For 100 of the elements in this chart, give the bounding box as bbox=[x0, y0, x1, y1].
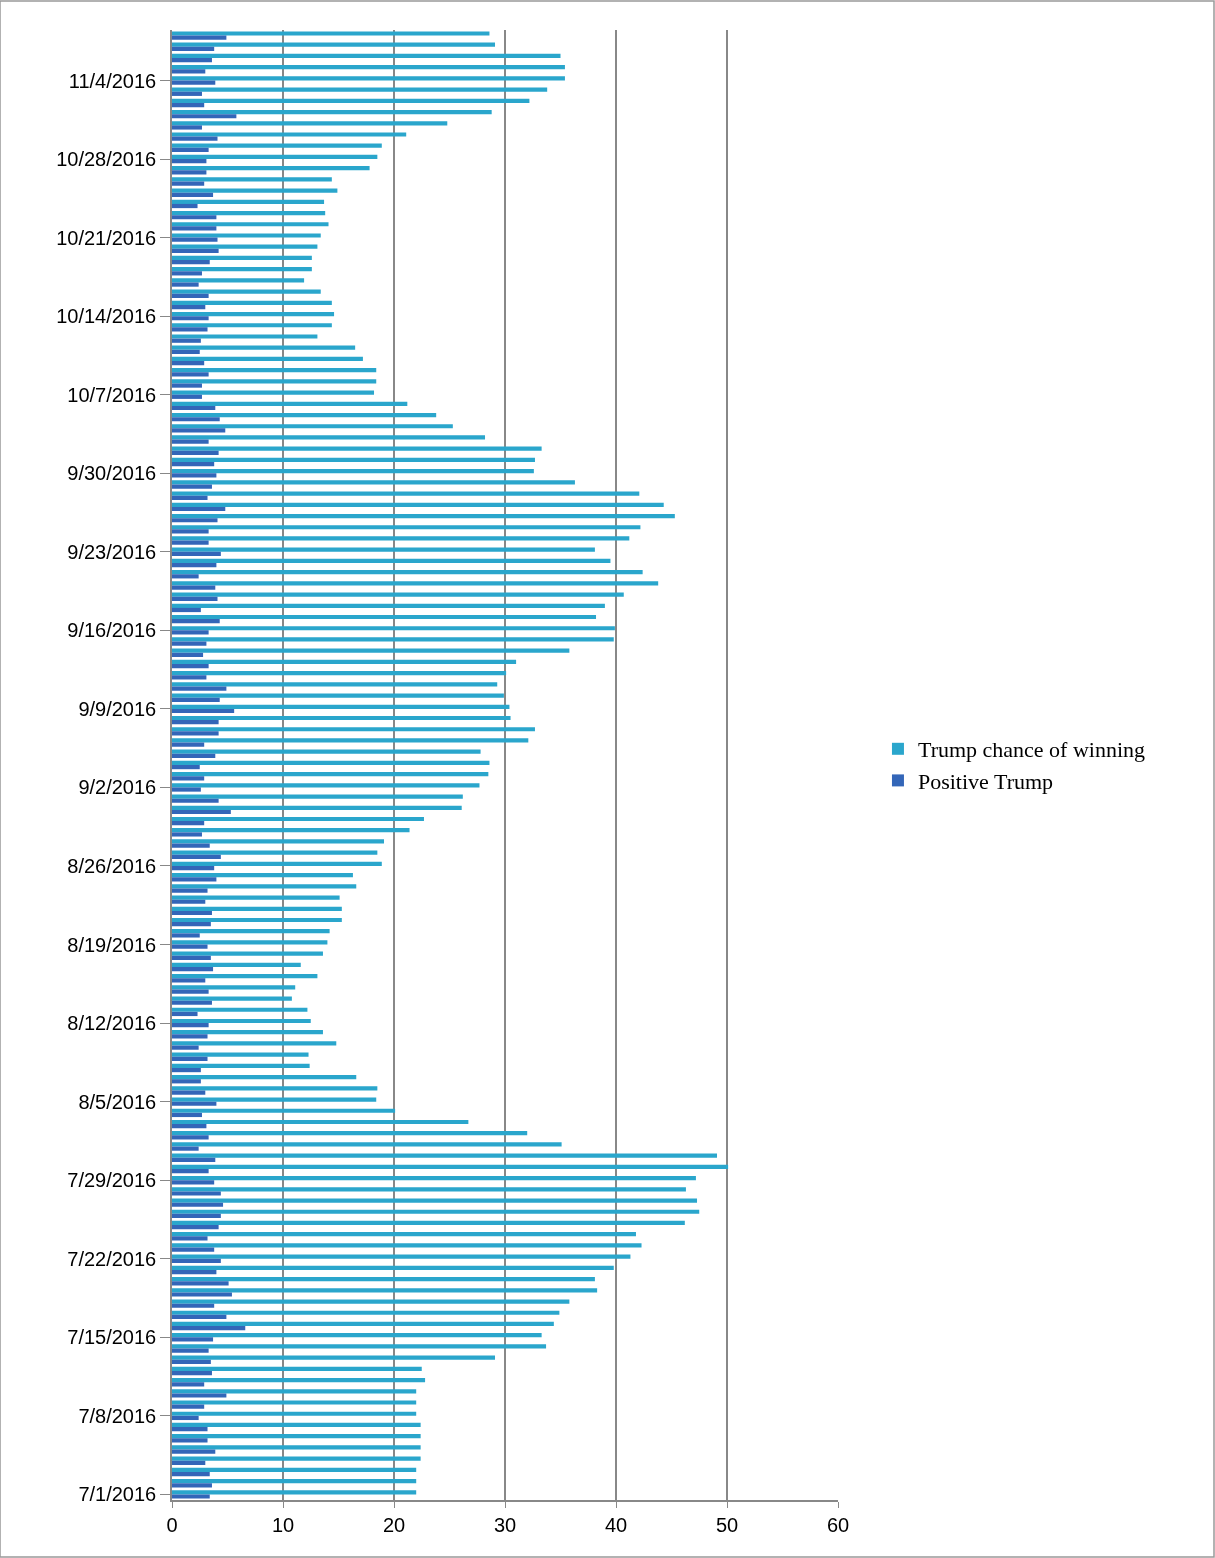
y-tick-label: 7/1/2016 bbox=[78, 1483, 157, 1506]
bar bbox=[172, 1337, 214, 1342]
bar bbox=[172, 910, 212, 916]
bar bbox=[172, 114, 237, 119]
bar bbox=[172, 693, 504, 698]
x-tick-label: 10 bbox=[271, 1513, 295, 1536]
bar bbox=[172, 121, 448, 126]
bar bbox=[172, 226, 217, 231]
bar bbox=[172, 715, 511, 721]
bar bbox=[172, 46, 215, 52]
bar bbox=[172, 1438, 208, 1443]
bar bbox=[172, 513, 675, 519]
bar bbox=[172, 401, 408, 406]
bar bbox=[172, 91, 202, 96]
bar bbox=[172, 159, 207, 164]
bar bbox=[172, 1292, 232, 1297]
bar bbox=[172, 749, 481, 754]
bar bbox=[172, 1079, 201, 1084]
bar bbox=[172, 1467, 417, 1472]
bar bbox=[172, 1355, 496, 1360]
bar bbox=[172, 136, 218, 141]
bar bbox=[172, 1220, 685, 1226]
y-tick-label: 10/14/2016 bbox=[56, 305, 157, 328]
bar bbox=[172, 974, 318, 979]
bar bbox=[172, 125, 202, 130]
bar bbox=[172, 603, 605, 608]
bar bbox=[172, 143, 382, 148]
x-tick-label: 0 bbox=[166, 1513, 178, 1536]
bar bbox=[172, 630, 209, 635]
y-tick-label: 7/8/2016 bbox=[78, 1404, 157, 1427]
bar bbox=[172, 540, 209, 545]
y-tick-label: 8/5/2016 bbox=[78, 1090, 157, 1113]
bar bbox=[172, 1258, 221, 1263]
bar bbox=[172, 821, 205, 826]
bar bbox=[172, 1404, 205, 1409]
bar bbox=[172, 753, 216, 758]
bar bbox=[172, 929, 330, 934]
bar bbox=[172, 132, 407, 137]
bar bbox=[172, 614, 597, 620]
bar bbox=[172, 1112, 202, 1118]
bar bbox=[172, 469, 534, 474]
bar bbox=[172, 1131, 528, 1136]
bar bbox=[172, 473, 217, 478]
bar bbox=[172, 760, 490, 765]
bar bbox=[172, 300, 332, 305]
bar bbox=[172, 585, 216, 590]
bar bbox=[172, 985, 296, 990]
bar bbox=[172, 686, 227, 691]
bar bbox=[172, 917, 342, 923]
bar bbox=[172, 592, 624, 597]
y-tick-label: 8/26/2016 bbox=[67, 854, 157, 877]
bar bbox=[172, 671, 507, 676]
bar bbox=[172, 1276, 595, 1282]
bar bbox=[172, 457, 535, 463]
bar bbox=[172, 536, 630, 541]
bar bbox=[172, 491, 640, 496]
bar bbox=[172, 809, 231, 815]
bar bbox=[172, 1288, 598, 1293]
bar bbox=[172, 170, 207, 175]
bar bbox=[172, 361, 205, 366]
bar bbox=[172, 906, 342, 911]
bar bbox=[172, 80, 216, 85]
bar bbox=[172, 742, 205, 747]
bar bbox=[172, 1411, 417, 1416]
bar bbox=[172, 1157, 216, 1162]
bar bbox=[172, 574, 199, 579]
bar bbox=[172, 525, 641, 530]
bar bbox=[172, 502, 664, 507]
bar bbox=[172, 1000, 212, 1005]
bar bbox=[172, 978, 206, 983]
y-tick-label: 9/23/2016 bbox=[67, 540, 157, 563]
bar bbox=[172, 1427, 208, 1432]
y-tick-label: 7/15/2016 bbox=[67, 1326, 157, 1349]
bar bbox=[172, 933, 200, 938]
bar bbox=[172, 641, 207, 646]
bar bbox=[172, 480, 575, 485]
bar bbox=[172, 1494, 210, 1499]
bar bbox=[172, 720, 219, 725]
bar bbox=[172, 282, 199, 287]
y-tick-label: 9/9/2016 bbox=[78, 697, 157, 720]
bar bbox=[172, 154, 378, 160]
bar bbox=[172, 1478, 417, 1484]
bar bbox=[172, 147, 209, 153]
bar bbox=[172, 215, 217, 220]
bar bbox=[172, 1449, 216, 1454]
bar bbox=[172, 506, 226, 512]
bar bbox=[172, 966, 214, 972]
bar bbox=[172, 1247, 215, 1252]
bar bbox=[172, 1265, 614, 1270]
bar bbox=[172, 98, 530, 103]
bar bbox=[172, 708, 235, 714]
bar bbox=[172, 199, 325, 204]
bar bbox=[172, 697, 220, 702]
bar bbox=[172, 877, 217, 882]
y-tick-label: 9/2/2016 bbox=[78, 776, 157, 799]
bar bbox=[172, 248, 219, 254]
bar bbox=[172, 832, 202, 837]
bar bbox=[172, 1445, 421, 1450]
bar bbox=[172, 1175, 696, 1181]
bar bbox=[172, 776, 205, 781]
